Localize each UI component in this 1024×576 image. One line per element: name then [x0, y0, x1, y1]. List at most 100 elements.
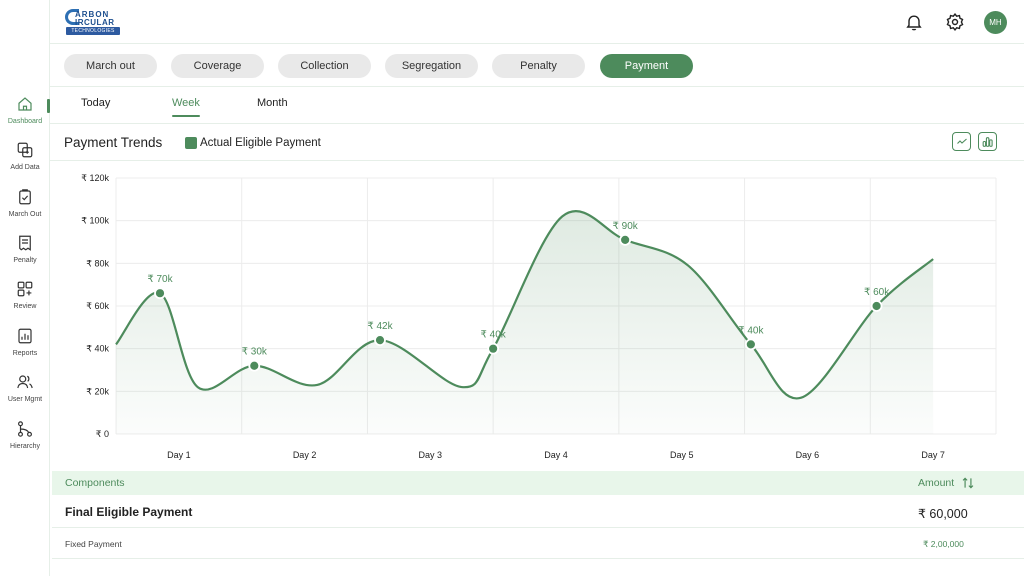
sidebar-item-label: Add Data: [10, 164, 40, 171]
x-tick-label: Day 3: [419, 450, 443, 460]
sidebar-item-label: Hierarchy: [10, 443, 40, 450]
series-line: [115, 210, 934, 400]
logo-text-line3: TECHNOLOGIES: [66, 27, 120, 35]
sidebar-item-march-out[interactable]: March Out: [0, 186, 50, 230]
amount-column-header[interactable]: Amount: [918, 477, 955, 489]
legend-label: Actual Eligible Payment: [200, 137, 321, 149]
sidebar-item-dashboard[interactable]: Dashboard: [0, 93, 50, 137]
data-label: ₹ 40k: [738, 325, 764, 336]
bell-icon[interactable]: [904, 12, 924, 32]
component-label: Fixed Payment: [65, 539, 122, 549]
payment-trends-chart: ₹ 0 ₹ 20k ₹ 40k ₹ 60k ₹ 80k ₹ 100k ₹ 120k Day 1…: [81, 173, 997, 460]
chart-header: Payment Trends Actual Eligible Payment: [50, 125, 1024, 161]
sidebar-item-penalty[interactable]: Penalty: [0, 232, 50, 276]
logo-text-line2: IRCULAR: [75, 18, 115, 27]
sidebar-item-add-data[interactable]: Add Data: [0, 139, 50, 183]
tab-segregation[interactable]: Segregation: [385, 54, 478, 78]
component-amount: ₹ 2,00,000: [923, 539, 964, 549]
logo-mark: [65, 9, 79, 25]
components-column-header: Components: [65, 477, 125, 489]
period-label: Week: [172, 97, 200, 109]
y-tick-label: ₹ 120k: [81, 173, 109, 183]
y-tick-label: ₹ 80k: [86, 258, 109, 268]
tab-collection[interactable]: Collection: [278, 54, 371, 78]
x-tick-label: Day 6: [796, 450, 820, 460]
data-point: [154, 287, 166, 300]
y-tick-label: ₹ 20k: [86, 386, 109, 396]
data-label: ₹ 70k: [147, 274, 173, 285]
data-label: ₹ 42k: [367, 321, 393, 332]
data-point: [744, 338, 757, 351]
sidebar-item-review[interactable]: Review: [0, 278, 50, 322]
data-label: ₹ 30k: [242, 347, 268, 358]
sidebar-item-reports[interactable]: Reports: [0, 325, 50, 369]
data-point: [374, 334, 386, 347]
active-period-underline: [172, 115, 200, 117]
sidebar-item-label: Review: [13, 303, 37, 310]
x-tick-label: Day 2: [293, 450, 317, 460]
home-icon: [18, 97, 32, 111]
data-label: ₹ 60k: [864, 287, 890, 298]
x-tick-label: Day 5: [670, 450, 694, 460]
add-data-icon: [17, 142, 33, 158]
components-table-header: Components Amount: [52, 471, 1024, 495]
sidebar: Dashboard Add Data March Out Penalty Rev…: [0, 0, 50, 576]
period-week[interactable]: Week: [172, 97, 200, 117]
gear-icon[interactable]: [945, 12, 965, 32]
tab-coverage[interactable]: Coverage: [171, 54, 264, 78]
sidebar-item-label: Reports: [12, 350, 38, 357]
clipboard-check-icon: [19, 189, 31, 205]
bar-chart-icon: [982, 137, 993, 147]
line-chart-toggle[interactable]: [952, 132, 971, 151]
grid-plus-icon: [17, 281, 33, 297]
sort-icon[interactable]: [961, 476, 975, 490]
data-point: [870, 300, 883, 312]
tab-payment[interactable]: Payment: [600, 54, 693, 78]
tab-march-out[interactable]: March out: [64, 54, 157, 78]
sidebar-item-hierarchy[interactable]: Hierarchy: [0, 418, 50, 462]
company-logo[interactable]: ARBON IRCULAR TECHNOLOGIES: [65, 8, 121, 36]
x-tick-label: Day 7: [921, 450, 945, 460]
logo-text-line1: ARBON: [75, 10, 110, 19]
sidebar-item-user-mgmt[interactable]: User Mgmt: [0, 371, 50, 415]
users-icon: [17, 375, 33, 389]
report-chart-icon: [18, 328, 32, 344]
sidebar-item-label: User Mgmt: [7, 396, 43, 403]
data-label: ₹ 40k: [481, 330, 507, 341]
component-amount: ₹ 60,000: [918, 507, 968, 521]
y-tick-label: ₹ 0: [96, 429, 109, 439]
data-point: [248, 359, 261, 372]
hierarchy-icon: [18, 421, 32, 437]
component-label: Final Eligible Payment: [65, 505, 193, 519]
series-area-fill: [116, 211, 934, 434]
x-tick-label: Day 1: [167, 450, 191, 460]
chart-title: Payment Trends: [64, 135, 163, 150]
data-label: ₹ 90k: [613, 221, 639, 232]
y-tick-label: ₹ 60k: [86, 301, 109, 311]
line-chart-icon: [956, 138, 967, 144]
category-tabs: March out Coverage Collection Segregatio…: [50, 45, 1024, 87]
user-avatar[interactable]: MH: [984, 11, 1007, 34]
top-header: ARBON IRCULAR TECHNOLOGIES MH: [50, 0, 1024, 44]
data-point: [487, 342, 500, 355]
data-point: [619, 233, 632, 246]
y-tick-label: ₹ 100k: [81, 216, 109, 226]
period-label: Month: [257, 97, 288, 109]
period-label: Today: [81, 97, 111, 109]
sidebar-item-label: March Out: [8, 211, 42, 218]
receipt-icon: [19, 235, 31, 251]
legend-swatch: [185, 137, 197, 149]
table-row: Fixed Payment ₹ 2,00,000: [52, 529, 1024, 559]
period-month[interactable]: Month: [257, 97, 288, 109]
bar-chart-toggle[interactable]: [978, 132, 997, 151]
sidebar-item-label: Dashboard: [7, 118, 43, 125]
period-tabs: Today Week Month: [50, 88, 1024, 124]
x-tick-label: Day 4: [544, 450, 568, 460]
sidebar-item-label: Penalty: [13, 257, 37, 264]
y-tick-label: ₹ 40k: [86, 344, 109, 354]
table-row: Final Eligible Payment ₹ 60,000: [52, 496, 1024, 528]
tab-penalty[interactable]: Penalty: [492, 54, 585, 78]
active-indicator: [47, 99, 50, 113]
period-today[interactable]: Today: [81, 97, 110, 109]
